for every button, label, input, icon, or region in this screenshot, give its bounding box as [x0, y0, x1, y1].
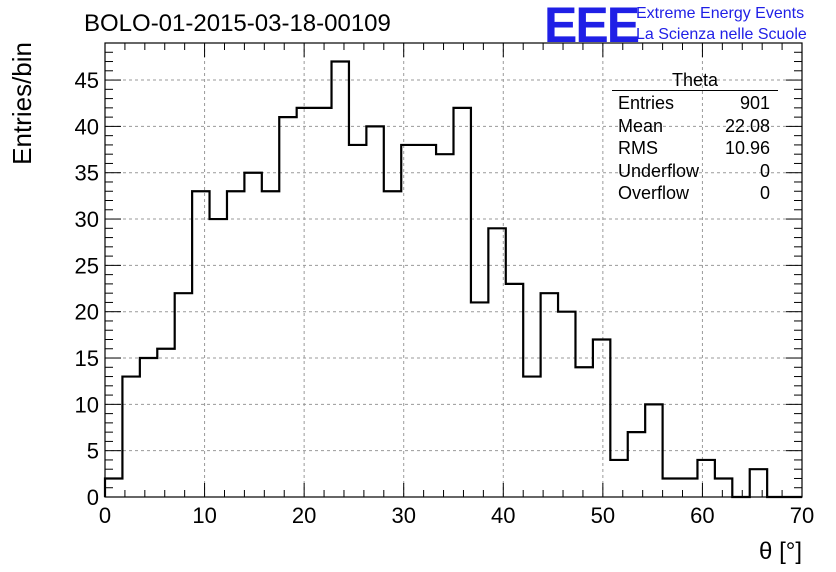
- x-tick-label: 0: [99, 503, 111, 528]
- stats-value: 901: [739, 93, 770, 113]
- y-tick-label: 10: [75, 392, 99, 417]
- histogram-bin: [436, 154, 453, 497]
- stats-row-overflow: Overflow 0: [612, 182, 778, 205]
- histogram-bin: [140, 358, 157, 497]
- histogram-bin: [175, 293, 192, 497]
- stats-title: Theta: [671, 70, 719, 90]
- stats-row-mean: Mean 22.08: [612, 115, 778, 138]
- x-tick-label: 20: [292, 503, 316, 528]
- histogram-bin: [349, 145, 366, 497]
- histogram-bin: [610, 460, 627, 497]
- histogram-bin: [384, 191, 401, 497]
- stats-value: 0: [759, 160, 770, 181]
- stats-divider: [612, 90, 778, 91]
- x-tick-label: 40: [491, 503, 515, 528]
- histogram-bin: [297, 108, 314, 497]
- stats-row-underflow: Underflow 0: [612, 160, 778, 183]
- histogram-outline: [103, 60, 802, 499]
- histogram-bin: [575, 367, 592, 497]
- histogram-bin: [663, 478, 680, 497]
- logo-line-2: La Scienza nelle Scuole: [636, 26, 807, 43]
- stats-row-entries: Entries 901: [612, 92, 778, 115]
- y-tick-label: 0: [87, 485, 99, 510]
- x-tick-label: 50: [591, 503, 615, 528]
- histogram-bin: [523, 377, 540, 497]
- y-tick-label: 20: [75, 300, 99, 325]
- histogram-bin: [366, 126, 383, 497]
- histogram-bin: [192, 191, 209, 497]
- y-tick-label: 5: [87, 439, 99, 464]
- histogram-bin: [680, 478, 697, 497]
- y-tick-label: 35: [75, 161, 99, 186]
- histogram-bin: [488, 228, 505, 497]
- run-title: BOLO-01-2015-03-18-00109: [84, 10, 391, 37]
- y-axis-label: Entries/bin: [7, 42, 37, 165]
- histogram-bin: [558, 312, 575, 497]
- stats-value: 10.96: [724, 138, 770, 158]
- x-tick-label: 60: [690, 503, 714, 528]
- stats-value: 22.08: [724, 115, 770, 136]
- histogram-bin: [210, 219, 227, 497]
- stats-rows: Entries 901 Mean 22.08 RMS 10.96 Underflow 0 Ove…: [612, 92, 778, 205]
- y-tick-label: 40: [75, 114, 99, 139]
- eee-logo-mark: EEE: [544, 0, 640, 53]
- y-tick-label: 45: [75, 68, 99, 93]
- histogram-bin: [122, 377, 139, 497]
- histogram-bin: [279, 117, 296, 497]
- plot-frame: [104, 42, 803, 498]
- x-tick-label: 10: [192, 503, 216, 528]
- stats-box: Theta Entries 901 Mean 22.08 RMS 10.96 Underfl…: [612, 70, 778, 205]
- x-tick-label: 70: [790, 503, 814, 528]
- histogram-bin: [471, 302, 488, 497]
- y-tick-label: 25: [75, 253, 99, 278]
- histogram-bin: [262, 191, 279, 497]
- histogram-bin: [750, 469, 767, 497]
- stats-label: Overflow: [618, 183, 690, 203]
- histogram-bin: [593, 339, 610, 497]
- histogram-bin: [697, 460, 714, 497]
- histogram-bin: [506, 284, 523, 497]
- histogram-bin: [541, 293, 558, 497]
- stats-label: Mean: [618, 115, 664, 136]
- x-tick-label: 30: [391, 503, 415, 528]
- histogram-bin: [628, 432, 645, 497]
- histogram-bin: [454, 108, 471, 497]
- histogram-bin: [419, 145, 436, 497]
- stats-label: RMS: [618, 138, 658, 158]
- stats-label: Entries: [618, 93, 675, 113]
- stats-label: Underflow: [618, 160, 700, 181]
- logo-line-1: Extreme Energy Events: [636, 5, 805, 22]
- x-axis-label: θ [°]: [759, 538, 802, 565]
- histogram-bin: [332, 62, 349, 497]
- histogram-bin: [314, 108, 331, 497]
- histogram-bin: [401, 145, 418, 497]
- histogram-bin: [244, 173, 261, 497]
- histogram-bin: [645, 404, 662, 497]
- histogram-bin: [227, 191, 244, 497]
- y-tick-label: 30: [75, 207, 99, 232]
- stats-row-rms: RMS 10.96: [612, 137, 778, 160]
- histogram-bin: [105, 478, 122, 497]
- histogram-bin: [157, 349, 174, 497]
- histogram-bin: [715, 478, 732, 497]
- y-tick-label: 15: [75, 346, 99, 371]
- stats-value: 0: [759, 183, 770, 203]
